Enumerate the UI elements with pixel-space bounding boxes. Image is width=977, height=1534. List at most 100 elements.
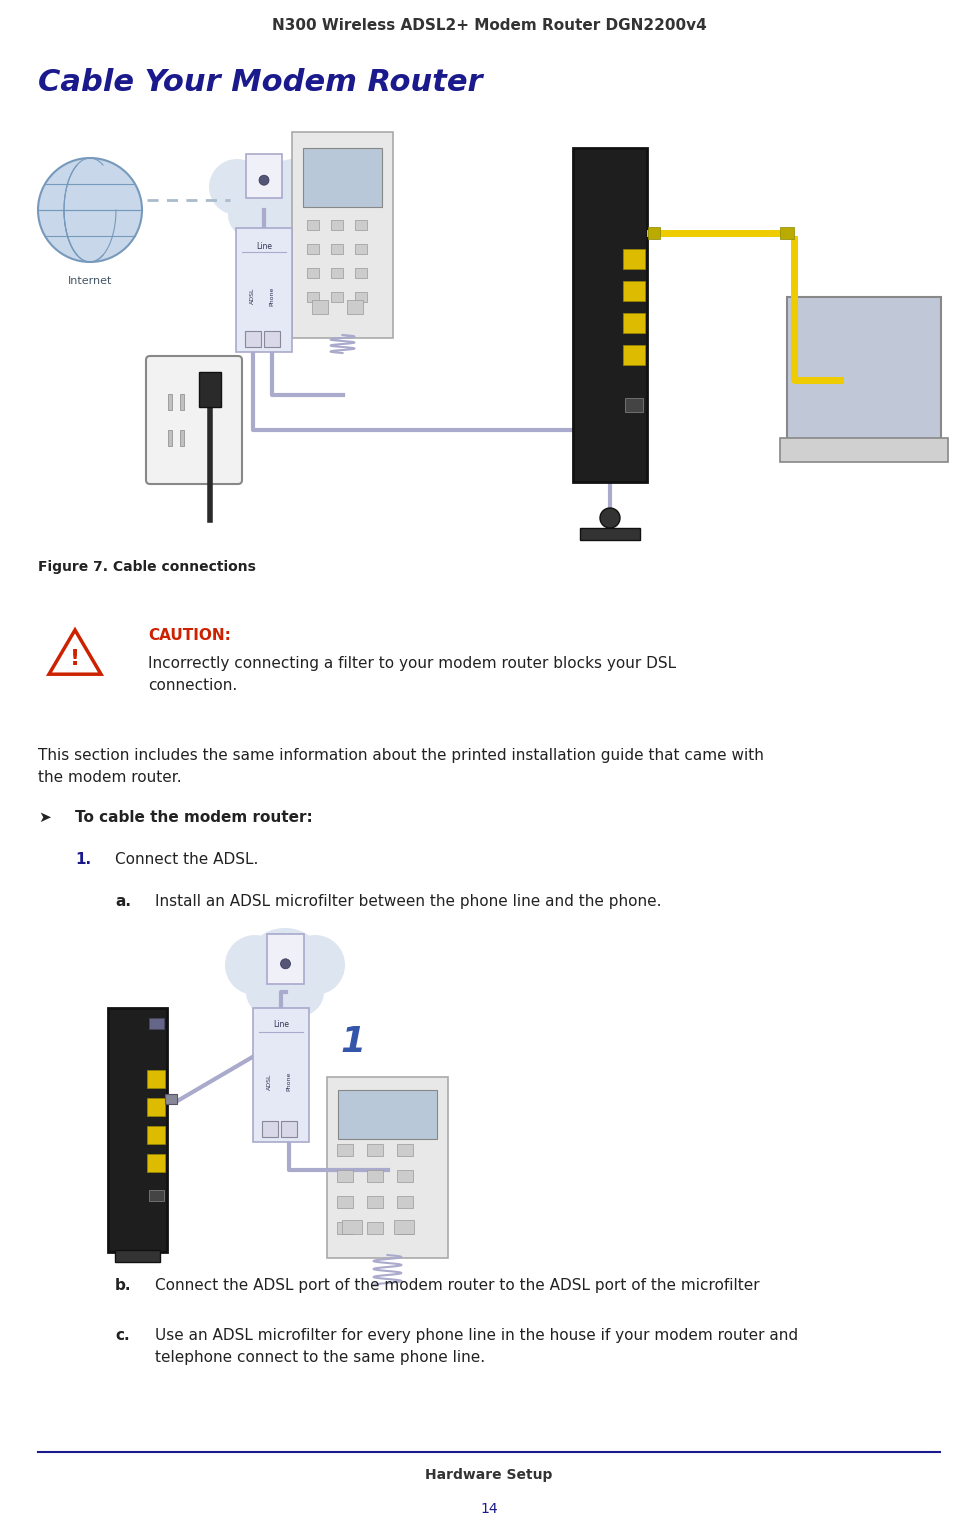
Circle shape [242, 928, 326, 1012]
Bar [330, 219, 343, 230]
Text: N300 Wireless ADSL2+ Modem Router DGN2200v4: N300 Wireless ADSL2+ Modem Router DGN220… [272, 18, 705, 34]
FancyBboxPatch shape [253, 1008, 309, 1141]
Bar [168, 430, 172, 446]
FancyBboxPatch shape [573, 147, 647, 482]
Bar [307, 219, 319, 230]
Text: To cable the modem router:: To cable the modem router: [75, 810, 313, 825]
Bar [307, 268, 319, 278]
Bar [366, 1223, 383, 1233]
Text: connection.: connection. [148, 678, 237, 693]
Circle shape [228, 193, 272, 236]
Bar [147, 1126, 165, 1144]
Circle shape [276, 968, 323, 1016]
Bar [115, 1250, 160, 1262]
Bar [198, 373, 221, 407]
Bar [337, 1170, 353, 1183]
Bar [330, 291, 343, 302]
FancyBboxPatch shape [280, 1121, 296, 1137]
Bar [397, 1197, 412, 1207]
Text: 1.: 1. [75, 851, 91, 867]
FancyBboxPatch shape [786, 298, 940, 443]
FancyBboxPatch shape [107, 1008, 167, 1252]
FancyBboxPatch shape [267, 934, 304, 983]
Text: b.: b. [115, 1278, 131, 1293]
Bar [780, 227, 793, 238]
Bar [622, 313, 645, 333]
Text: c.: c. [115, 1328, 130, 1342]
FancyBboxPatch shape [146, 356, 241, 485]
Bar [307, 291, 319, 302]
Text: ➤: ➤ [38, 810, 51, 825]
Bar [312, 301, 327, 314]
Text: This section includes the same information about the printed installation guide : This section includes the same informati… [38, 749, 763, 762]
Circle shape [246, 968, 294, 1016]
Text: Phone: Phone [286, 1072, 291, 1091]
Text: the modem router.: the modem router. [38, 770, 182, 785]
Bar [579, 528, 639, 540]
Text: Phone: Phone [269, 287, 274, 305]
Bar [622, 281, 645, 301]
Bar [347, 301, 362, 314]
Bar [397, 1170, 412, 1183]
Circle shape [225, 936, 284, 996]
Bar [147, 1098, 165, 1117]
Bar [355, 291, 366, 302]
Text: ADSL: ADSL [267, 1074, 272, 1089]
Bar [38, 104, 939, 531]
Bar [147, 1071, 165, 1088]
Bar [168, 394, 172, 410]
Text: Line: Line [256, 242, 272, 252]
Bar [397, 1223, 412, 1233]
Bar [366, 1170, 383, 1183]
Bar [342, 1220, 361, 1233]
Bar [337, 1223, 353, 1233]
Polygon shape [49, 630, 101, 675]
Text: Cable Your Modem Router: Cable Your Modem Router [38, 67, 482, 97]
Text: Use an ADSL microfilter for every phone line in the house if your modem router a: Use an ADSL microfilter for every phone … [154, 1328, 797, 1342]
Text: telephone connect to the same phone line.: telephone connect to the same phone line… [154, 1350, 485, 1365]
Text: Figure 7. Cable connections: Figure 7. Cable connections [38, 560, 256, 574]
Bar [330, 244, 343, 255]
Bar [149, 1190, 164, 1201]
Bar [307, 244, 319, 255]
Text: Incorrectly connecting a filter to your modem router blocks your DSL: Incorrectly connecting a filter to your … [148, 657, 675, 670]
Bar [337, 1144, 353, 1157]
Bar [366, 1197, 383, 1207]
Circle shape [38, 158, 142, 262]
Bar [337, 1197, 353, 1207]
Text: Hardware Setup: Hardware Setup [425, 1468, 552, 1482]
FancyBboxPatch shape [292, 132, 393, 337]
FancyBboxPatch shape [338, 1091, 437, 1140]
Text: 14: 14 [480, 1502, 497, 1516]
Text: CAUTION:: CAUTION: [148, 627, 231, 643]
Text: Install an ADSL microfilter between the phone line and the phone.: Install an ADSL microfilter between the … [154, 894, 660, 910]
Text: Internet: Internet [67, 276, 112, 285]
Text: Connect the ADSL.: Connect the ADSL. [115, 851, 258, 867]
Bar [180, 394, 184, 410]
FancyBboxPatch shape [303, 147, 382, 207]
FancyBboxPatch shape [264, 331, 279, 347]
Circle shape [265, 160, 320, 215]
Bar [648, 227, 659, 238]
Circle shape [284, 936, 345, 996]
Bar [366, 1144, 383, 1157]
Text: Connect the ADSL port of the modem router to the ADSL port of the microfilter: Connect the ADSL port of the modem route… [154, 1278, 759, 1293]
Bar [149, 1019, 164, 1029]
Circle shape [280, 959, 290, 969]
Circle shape [599, 508, 619, 528]
FancyBboxPatch shape [235, 229, 292, 351]
Bar [397, 1144, 412, 1157]
Text: a.: a. [115, 894, 131, 910]
Text: 1: 1 [340, 1025, 364, 1058]
Bar [165, 1094, 177, 1104]
Bar [624, 397, 642, 411]
Text: !: ! [70, 649, 80, 669]
Bar [330, 268, 343, 278]
Bar [622, 345, 645, 365]
Circle shape [209, 160, 265, 215]
Bar [394, 1220, 413, 1233]
Text: ADSL: ADSL [249, 288, 254, 304]
Circle shape [259, 175, 269, 186]
Bar [147, 1154, 165, 1172]
Bar [180, 430, 184, 446]
